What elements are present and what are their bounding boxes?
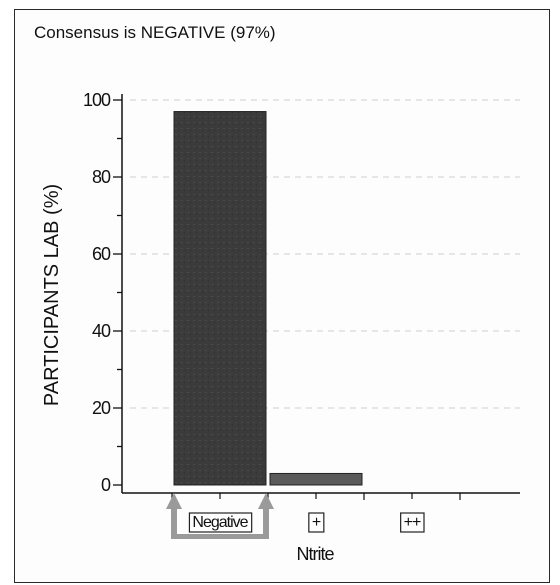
x-category-label-2: ++ (404, 514, 421, 531)
consensus-arrow-right-head (258, 493, 274, 509)
grid-lines (130, 99, 520, 409)
bar-cat-1 (269, 472, 363, 486)
consensus-arrow-right-shaft (263, 507, 269, 538)
x-category-box-1 (308, 512, 325, 533)
x-category-label-0: Negative (192, 514, 248, 531)
chart-frame (14, 9, 550, 583)
x-category-labels: Negative + ++ (188, 512, 425, 533)
bars (173, 111, 363, 486)
y-tick-labels: 0 20 40 60 80 100 (83, 90, 112, 495)
consensus-bracket (171, 534, 269, 539)
y-tick-label-60: 60 (92, 244, 111, 264)
y-axis-title: PARTICIPANTS LAB (%) (41, 184, 63, 406)
y-tick-label-20: 20 (92, 398, 111, 418)
x-category-box-2 (400, 512, 425, 533)
x-axis-title: Ntrite (296, 544, 334, 564)
consensus-arrow-left-shaft (171, 507, 177, 538)
y-tick-label-100: 100 (83, 90, 111, 110)
y-tick-label-80: 80 (92, 167, 111, 187)
axes (113, 94, 520, 539)
y-tick-label-40: 40 (92, 321, 111, 341)
y-tick-label-0: 0 (101, 475, 111, 495)
consensus-arrow-left-head (166, 493, 182, 509)
consensus-text: Consensus is NEGATIVE (97%) (34, 23, 276, 42)
x-category-box-0 (188, 512, 253, 533)
bar-negative (173, 111, 267, 486)
x-category-label-1: + (312, 514, 321, 531)
